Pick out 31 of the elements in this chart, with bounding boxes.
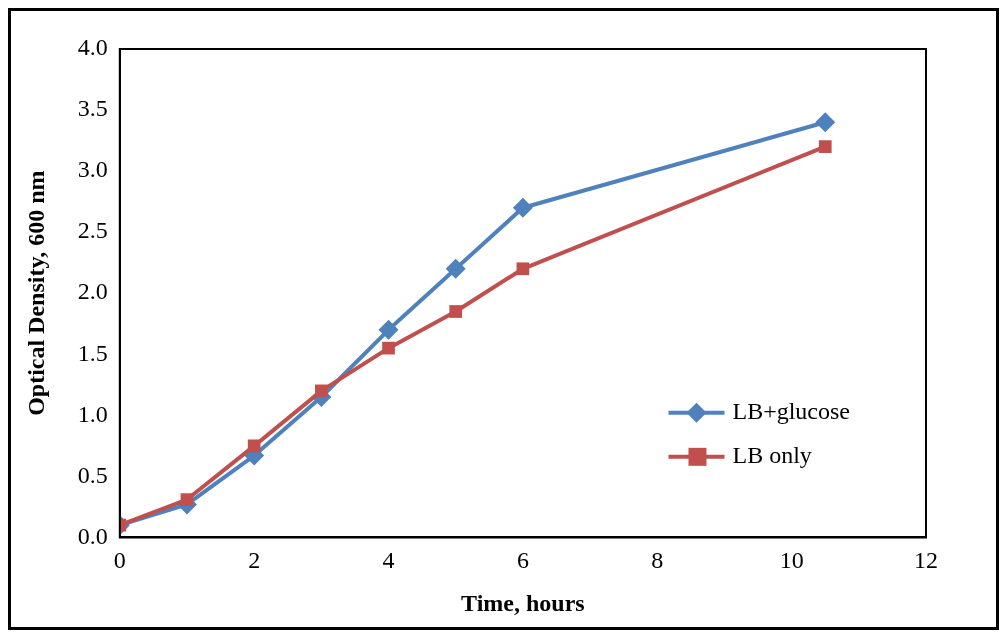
x-tick-label: 6 bbox=[516, 547, 529, 574]
point bbox=[516, 262, 530, 276]
y-tick-label: 3.0 bbox=[77, 156, 108, 183]
y-tick-label: 1.0 bbox=[77, 400, 108, 427]
x-tick-label: 4 bbox=[382, 547, 395, 574]
x-tick-label: 0 bbox=[113, 547, 126, 574]
y-tick-label: 1.5 bbox=[77, 339, 108, 366]
point bbox=[512, 197, 533, 218]
y-tick-label: 3.5 bbox=[77, 95, 108, 122]
point bbox=[445, 258, 466, 279]
point bbox=[382, 341, 395, 355]
point bbox=[180, 493, 194, 506]
point bbox=[818, 140, 832, 154]
y-tick-label: 2.5 bbox=[77, 217, 108, 244]
y-axis-title: Optical Density, 600 nm bbox=[22, 170, 49, 416]
y-tick-label: 0.5 bbox=[77, 461, 108, 488]
x-tick-label: 8 bbox=[651, 547, 664, 574]
point bbox=[378, 319, 399, 340]
y-tick-label: 4.0 bbox=[77, 34, 108, 61]
point bbox=[314, 384, 328, 398]
point bbox=[449, 305, 463, 318]
x-tick-label: 12 bbox=[914, 547, 938, 574]
legend-label: LB+glucose bbox=[732, 398, 850, 425]
y-tick-label: 2.0 bbox=[77, 278, 108, 305]
x-axis-title: Time, hours bbox=[461, 589, 585, 616]
point bbox=[815, 112, 836, 133]
legend-label: LB only bbox=[732, 442, 812, 469]
x-tick-label: 2 bbox=[248, 547, 261, 574]
x-tick-label: 10 bbox=[779, 547, 804, 574]
point bbox=[247, 439, 261, 453]
y-tick-label: 0.0 bbox=[77, 522, 108, 549]
